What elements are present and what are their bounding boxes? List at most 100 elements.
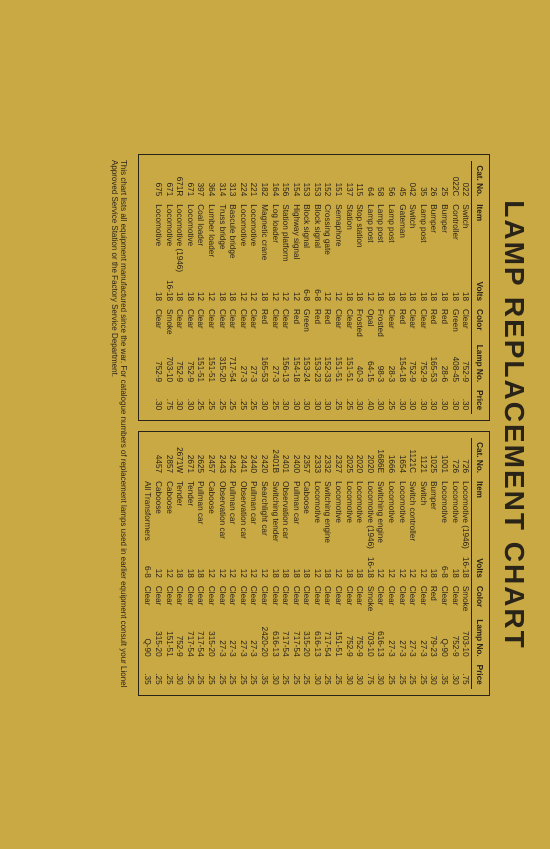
table-cell: .25 xyxy=(206,660,217,688)
table-cell: 40-3 xyxy=(354,340,365,385)
table-cell: Clear xyxy=(143,581,154,614)
table-cell: Controller xyxy=(450,200,461,276)
table-cell: 397 xyxy=(196,161,207,200)
table-cell: .25 xyxy=(153,660,164,688)
table-cell: 153 xyxy=(312,161,323,200)
table-cell: 27-3 xyxy=(238,340,249,385)
table-cell: Locomotive xyxy=(153,200,164,276)
table-cell: Green xyxy=(302,305,313,341)
table-cell: Clear xyxy=(153,305,164,341)
table-row: 1001Locomotive6-8ClearQ-90.35 xyxy=(439,438,450,689)
table-cell: .25 xyxy=(249,660,260,688)
table-cell: Red xyxy=(323,305,334,341)
table-row: 022Switch18Clear752-9.30 xyxy=(460,161,471,414)
table-cell: 27-3 xyxy=(386,615,397,660)
table-cell: .30 xyxy=(323,386,334,414)
table-cell: 2400 xyxy=(291,438,302,477)
table-row: 2400Pullman car18Clear717-54.25 xyxy=(291,438,302,689)
table-cell: .30 xyxy=(259,386,270,414)
table-cell: 12 xyxy=(238,552,249,581)
col-header: Color xyxy=(472,581,486,614)
table-cell: Red xyxy=(397,305,408,341)
table-cell: 12 xyxy=(196,276,207,305)
table-cell: Lamp post xyxy=(386,200,397,276)
table-row: 364Lumber loader12Clear151-51.25 xyxy=(206,161,217,414)
table-cell: 2671 xyxy=(185,438,196,477)
table-cell: 12 xyxy=(376,552,387,581)
table-row: 153Block signal6-8Red153-23.30 xyxy=(312,161,323,414)
table-cell: Switch xyxy=(460,200,471,276)
table-cell: .25 xyxy=(238,660,249,688)
table-cell: 2357 xyxy=(302,438,313,477)
table-cell: Locomotive xyxy=(164,200,175,276)
table-cell: Clear xyxy=(407,581,418,614)
table-cell: .25 xyxy=(164,660,175,688)
table-cell: 27-3 xyxy=(407,615,418,660)
table-cell: .30 xyxy=(460,386,471,414)
table-cell: 703-10 xyxy=(365,615,376,660)
table-cell: 752-9 xyxy=(344,615,355,660)
table-cell: .25 xyxy=(217,386,228,414)
table-cell: 27-3 xyxy=(418,615,429,660)
left-table-wrap: Cat. No.ItemVoltsColorLamp No.Price 022S… xyxy=(138,154,490,421)
table-cell: 2020 xyxy=(365,438,376,477)
table-cell: .25 xyxy=(270,386,281,414)
table-cell: 2333 xyxy=(312,438,323,477)
table-row: 2401Observation car18Clear717-54.25 xyxy=(280,438,291,689)
table-cell: 752-9 xyxy=(450,615,461,660)
table-cell: 703-10 xyxy=(460,615,471,660)
table-cell: Switching tender xyxy=(270,477,281,553)
table-cell: 18 xyxy=(280,552,291,581)
table-cell: Clear xyxy=(397,581,408,614)
table-cell: 137 xyxy=(344,161,355,200)
table-cell: 717-54 xyxy=(280,615,291,660)
table-cell: 156-13 xyxy=(280,340,291,385)
table-cell: Clear xyxy=(259,581,270,614)
table-row: 182Magnetic crane18Red165-53.30 xyxy=(259,161,270,414)
table-cell: Pullman car xyxy=(249,477,260,553)
table-cell: 12 xyxy=(206,552,217,581)
table-cell: 726 xyxy=(460,438,471,477)
table-cell: Clear xyxy=(185,305,196,341)
table-cell: Locomotive (1946) xyxy=(365,477,376,553)
table-cell: 671 xyxy=(164,161,175,200)
table-row: 45Gateman18Red154-18.30 xyxy=(397,161,408,414)
table-cell: 152-33 xyxy=(323,340,334,385)
table-cell: Searchlight car xyxy=(259,477,270,553)
table-cell: .30 xyxy=(429,660,440,688)
table-cell: 12 xyxy=(418,552,429,581)
table-cell: Frosted xyxy=(354,305,365,341)
table-cell: 408-45 xyxy=(450,340,461,385)
table-cell: 752-9 xyxy=(354,615,365,660)
table-cell: 18 xyxy=(407,276,418,305)
table-cell: 151-51 xyxy=(164,615,175,660)
table-cell: .25 xyxy=(407,660,418,688)
table-cell: 717-54 xyxy=(185,615,196,660)
table-cell: .30 xyxy=(291,386,302,414)
table-cell: 12 xyxy=(238,276,249,305)
table-cell xyxy=(143,438,154,477)
table-cell: 18 xyxy=(323,552,334,581)
table-cell: Red xyxy=(259,305,270,341)
table-row: 671Locomotive18Clear752-9.30 xyxy=(185,161,196,414)
table-row: 2025Locomotive18Clear752-9.30 xyxy=(344,438,355,689)
table-cell: Switching engine xyxy=(323,477,334,553)
table-cell: 12 xyxy=(291,276,302,305)
table-cell: 18 xyxy=(386,276,397,305)
table-cell: Clear xyxy=(460,305,471,341)
table-cell: 2020 xyxy=(354,438,365,477)
table-row: 2457Caboose12Clear315-20.25 xyxy=(206,438,217,689)
table-cell: Bascule bridge xyxy=(227,200,238,276)
table-cell: Clear xyxy=(227,305,238,341)
table-cell: 28-3 xyxy=(386,340,397,385)
table-cell: 315-20 xyxy=(206,615,217,660)
left-table: Cat. No.ItemVoltsColorLamp No.Price 022S… xyxy=(153,161,485,414)
table-cell: Clear xyxy=(217,581,228,614)
table-cell: 16-18 xyxy=(164,276,175,305)
table-cell: Clear xyxy=(439,581,450,614)
table-cell: Clear xyxy=(344,305,355,341)
col-header: Item xyxy=(472,200,486,276)
table-cell: 18 xyxy=(185,552,196,581)
table-cell: 18 xyxy=(291,552,302,581)
table-cell: .30 xyxy=(270,660,281,688)
